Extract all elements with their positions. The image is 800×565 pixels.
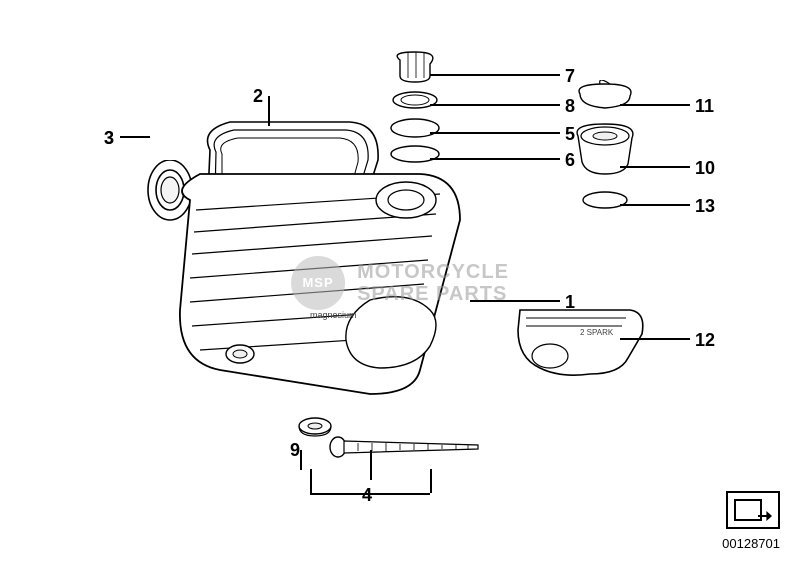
callout-2: 2 [253, 86, 263, 107]
callout-13: 13 [695, 196, 715, 217]
leader-line [310, 469, 312, 493]
leader-line [470, 300, 560, 302]
callout-10: 10 [695, 158, 715, 179]
callout-11: 11 [695, 96, 714, 117]
doc-number: 00128701 [722, 536, 780, 551]
leader-line [430, 469, 432, 493]
leader-line [430, 74, 560, 76]
cover-material-label: magnesium [310, 310, 357, 320]
nav-icon [726, 491, 780, 529]
leader-line [430, 158, 560, 160]
leader-line [620, 104, 690, 106]
callout-8: 8 [565, 96, 575, 117]
leader-line [620, 204, 690, 206]
part-filler-cap-assy [380, 50, 450, 180]
callout-6: 6 [565, 150, 575, 171]
leader-line [268, 96, 270, 126]
callout-3: 3 [104, 128, 114, 149]
leader-line [430, 132, 560, 134]
callout-5: 5 [565, 124, 575, 145]
callout-7: 7 [565, 66, 575, 87]
callout-4: 4 [362, 485, 372, 506]
leader-line [300, 450, 302, 470]
part-bolt [328, 432, 488, 462]
watermark-badge: MSP [291, 256, 345, 310]
leader-line [370, 450, 372, 480]
watermark-text: MOTORCYCLE SPARE PARTS [357, 261, 509, 305]
part-end-cover: 2 SPARK [500, 300, 650, 390]
leader-line [620, 338, 690, 340]
callout-1: 1 [565, 292, 575, 313]
leader-line [620, 166, 690, 168]
watermark-line1: MOTORCYCLE [357, 261, 509, 283]
leader-line [310, 493, 430, 495]
leader-line [120, 136, 150, 138]
leader-line [430, 104, 560, 106]
callout-9: 9 [290, 440, 300, 461]
diagram-canvas: magnesium [0, 0, 800, 565]
callout-12: 12 [695, 330, 715, 351]
spark-label: 2 SPARK [580, 328, 613, 337]
